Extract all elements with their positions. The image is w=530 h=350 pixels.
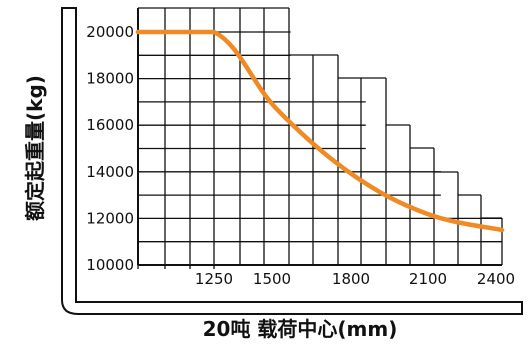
x-tick-label: 1800 bbox=[332, 270, 370, 288]
grid bbox=[137, 7, 503, 269]
y-tick-label: 10000 bbox=[86, 256, 134, 274]
y-axis-label: 额定起重量(kg) bbox=[23, 75, 47, 221]
outer-frame bbox=[61, 7, 523, 315]
x-tick-label: 1500 bbox=[253, 270, 291, 288]
x-tick-label: 2400 bbox=[477, 270, 515, 288]
y-tick-label: 14000 bbox=[86, 163, 134, 181]
x-tick-label: 2100 bbox=[409, 270, 447, 288]
y-tick-label: 16000 bbox=[86, 116, 134, 134]
axes bbox=[137, 8, 502, 266]
x-tick-label: 1250 bbox=[195, 270, 233, 288]
y-tick-label: 18000 bbox=[86, 70, 134, 88]
chart-frame bbox=[61, 7, 523, 315]
x-tick-labels: 1250 1500 1800 2100 2400 bbox=[195, 270, 515, 288]
series-layer bbox=[135, 29, 505, 233]
y-tick-labels: 20000 18000 16000 14000 12000 10000 bbox=[86, 23, 134, 274]
y-tick-label: 20000 bbox=[86, 23, 134, 41]
series-line bbox=[135, 29, 505, 233]
y-tick-label: 12000 bbox=[86, 209, 134, 227]
x-axis-label: 20吨 载荷中心(mm) bbox=[203, 317, 398, 341]
